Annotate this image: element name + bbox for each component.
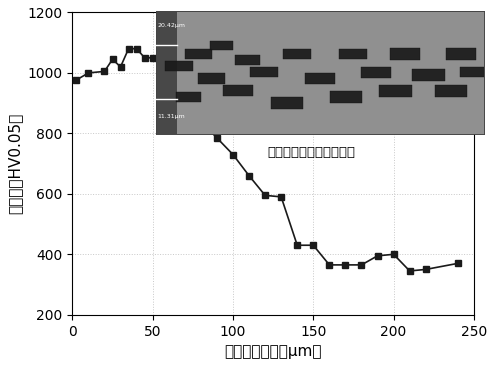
Text: 表面: 表面 xyxy=(160,39,216,60)
Y-axis label: 硬度値（HV0.05）: 硬度値（HV0.05） xyxy=(7,113,22,214)
Polygon shape xyxy=(446,48,476,60)
Polygon shape xyxy=(223,85,253,96)
Polygon shape xyxy=(330,91,363,103)
Polygon shape xyxy=(390,48,420,60)
Polygon shape xyxy=(283,49,311,59)
Polygon shape xyxy=(250,67,278,78)
Text: 11.31μm: 11.31μm xyxy=(157,114,185,119)
Polygon shape xyxy=(165,61,193,71)
Polygon shape xyxy=(339,49,367,59)
Polygon shape xyxy=(361,67,391,78)
Polygon shape xyxy=(198,73,225,83)
X-axis label: 至表面的距离（μm）: 至表面的距离（μm） xyxy=(224,344,322,359)
Polygon shape xyxy=(185,49,212,59)
Polygon shape xyxy=(436,85,467,97)
Polygon shape xyxy=(412,69,445,81)
Text: 试样截面显微硬度压痕图: 试样截面显微硬度压痕图 xyxy=(267,146,355,160)
Polygon shape xyxy=(305,73,335,84)
Polygon shape xyxy=(460,67,488,78)
Bar xyxy=(156,11,177,134)
Polygon shape xyxy=(379,85,412,97)
Polygon shape xyxy=(209,41,233,50)
Text: 20.42μm: 20.42μm xyxy=(157,23,185,28)
Polygon shape xyxy=(271,97,303,109)
Polygon shape xyxy=(176,92,201,102)
Polygon shape xyxy=(235,55,260,65)
